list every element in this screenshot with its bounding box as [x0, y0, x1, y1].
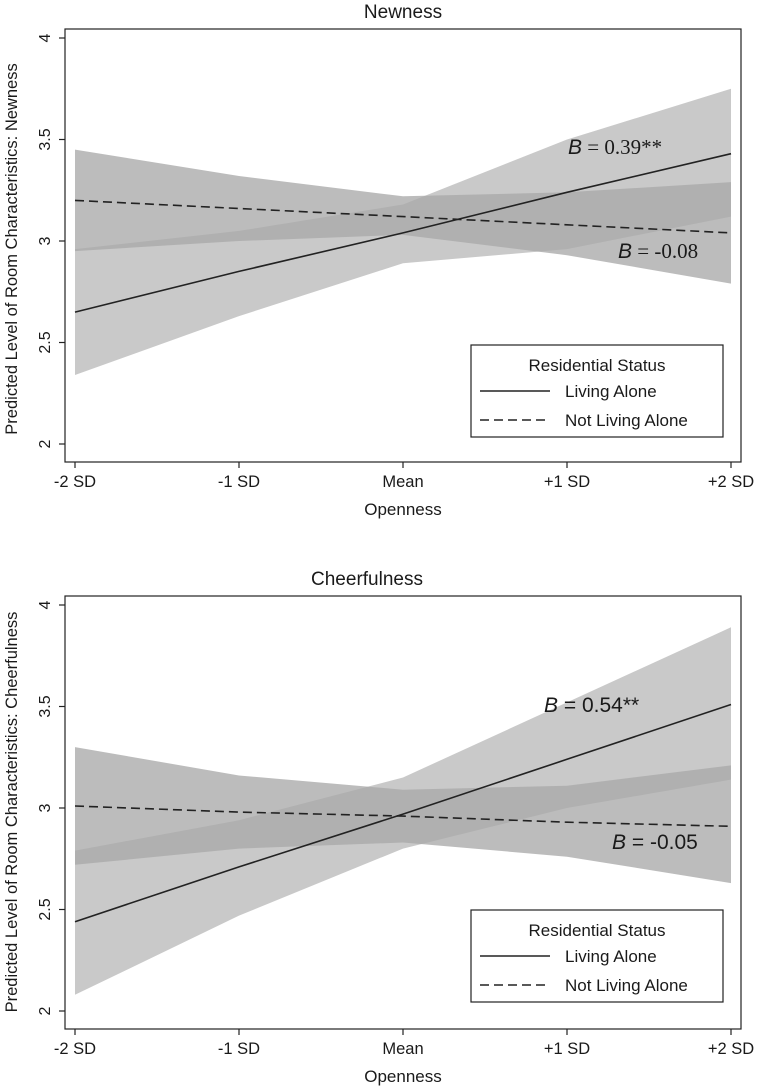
chart-title: Newness — [364, 2, 442, 23]
y-tick-label: 2.5 — [37, 898, 54, 920]
y-tick-label: 3 — [37, 236, 54, 245]
annotation-b-symbol: B — [568, 136, 582, 159]
y-tick-label: 2.5 — [37, 331, 54, 353]
legend-label-not-living-alone: Not Living Alone — [565, 976, 688, 995]
series-line-living-alone — [74, 152, 732, 313]
x-axis-label: Openness — [364, 1067, 442, 1086]
annotation-value: = 0.39** — [582, 135, 662, 159]
series-line-not-living-alone — [74, 199, 732, 234]
annotation-living-alone: B = 0.54** — [544, 694, 639, 717]
y-tick-label: 3.5 — [37, 128, 54, 150]
x-tick-label: -2 SD — [54, 473, 96, 491]
legend-label-not-living-alone: Not Living Alone — [565, 411, 688, 430]
legend: Residential Status Living Alone Not Livi… — [470, 909, 724, 1003]
x-tick-label: +2 SD — [708, 1040, 754, 1058]
annotation-value: = -0.05 — [626, 831, 698, 854]
chart-panel-newness: Newness 2 2.5 3 3.5 4 -2 SD -1 SD Mean +1 SD +2 … — [3, 2, 754, 519]
x-tick-label: Mean — [382, 1040, 423, 1058]
legend-title: Residential Status — [528, 921, 665, 940]
y-tick-label: 4 — [37, 600, 54, 609]
y-tick-label: 2 — [37, 439, 54, 448]
x-tick-label: +2 SD — [708, 473, 754, 491]
x-tick-label: Mean — [382, 473, 423, 491]
chart-panel-cheerfulness: Cheerfulness 2 2.5 3 3.5 4 -2 SD -1 SD Mean +1 … — [3, 569, 754, 1086]
legend-label-living-alone: Living Alone — [565, 382, 657, 401]
ci-band-not-living-alone — [75, 747, 731, 884]
x-tick-label: -1 SD — [218, 473, 260, 491]
y-axis-label: Predicted Level of Room Characteristics:… — [3, 612, 21, 1013]
y-tick-label: 4 — [37, 33, 54, 42]
annotation-b-symbol: B — [612, 831, 626, 854]
y-axis-label: Predicted Level of Room Characteristics:… — [3, 63, 21, 434]
y-tick-label: 3.5 — [37, 695, 54, 717]
x-tick-label: -2 SD — [54, 1040, 96, 1058]
legend-label-living-alone: Living Alone — [565, 947, 657, 966]
legend: Residential Status Living Alone Not Livi… — [470, 344, 724, 438]
legend-title: Residential Status — [528, 356, 665, 375]
series-line-living-alone — [74, 703, 732, 923]
y-tick-label: 2 — [37, 1006, 54, 1015]
chart-title: Cheerfulness — [311, 569, 423, 590]
annotation-living-alone: B = 0.39** — [568, 135, 662, 159]
y-tick-label: 3 — [37, 803, 54, 812]
x-tick-label: -1 SD — [218, 1040, 260, 1058]
annotation-b-symbol: B — [544, 694, 558, 717]
annotation-not-living-alone: B = -0.08 — [618, 239, 698, 263]
x-axis-label: Openness — [364, 500, 442, 519]
annotation-value: = 0.54** — [558, 694, 639, 717]
annotation-b-symbol: B — [618, 240, 632, 263]
annotation-value: = -0.08 — [632, 239, 698, 263]
series-line-not-living-alone — [74, 805, 732, 828]
annotation-not-living-alone: B = -0.05 — [612, 831, 698, 854]
x-tick-label: +1 SD — [544, 473, 590, 491]
x-tick-label: +1 SD — [544, 1040, 590, 1058]
